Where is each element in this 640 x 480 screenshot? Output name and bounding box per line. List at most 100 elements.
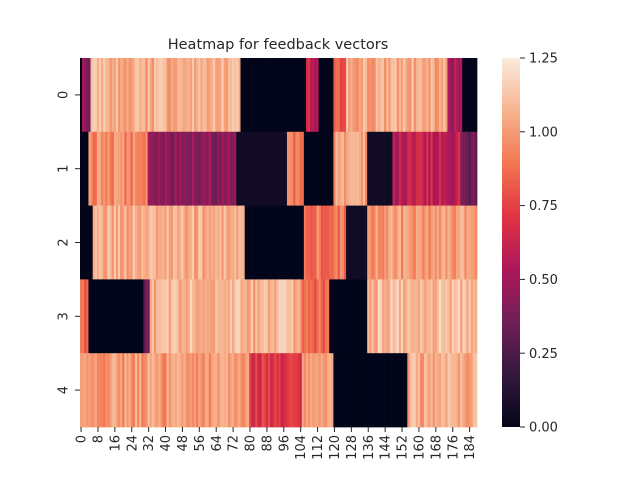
heatmap-cell <box>175 353 178 428</box>
heatmap-cell <box>196 58 199 133</box>
heatmap-cell <box>120 279 123 354</box>
heatmap-cell <box>153 279 157 354</box>
heatmap-cell <box>388 58 391 133</box>
heatmap-cell <box>405 58 408 133</box>
heatmap-cell <box>107 205 110 280</box>
heatmap-cell <box>441 205 444 280</box>
heatmap-cell <box>400 279 404 354</box>
heatmap-cell <box>168 131 172 206</box>
heatmap-cell <box>166 131 170 206</box>
heatmap-cell <box>310 58 313 133</box>
heatmap-cell <box>358 205 362 280</box>
heatmap-cell <box>432 131 436 206</box>
heatmap-cell <box>362 279 366 354</box>
heatmap-cell <box>128 58 132 133</box>
heatmap-cell <box>253 131 256 206</box>
heatmap-cell <box>198 58 201 133</box>
x-tick-label: 128 <box>345 435 360 460</box>
heatmap-cell <box>191 279 195 354</box>
heatmap-cell <box>147 353 151 428</box>
heatmap-cell <box>191 58 195 133</box>
heatmap-cell <box>84 131 87 206</box>
heatmap-cell <box>115 205 119 280</box>
x-tick-label: 8 <box>91 435 106 443</box>
heatmap-cell <box>394 353 398 428</box>
heatmap-cell <box>213 353 216 428</box>
heatmap-cell <box>238 131 241 206</box>
heatmap-cell <box>105 58 108 133</box>
heatmap-cell <box>426 58 429 133</box>
heatmap-cell <box>297 205 300 280</box>
heatmap-cell <box>272 279 275 354</box>
heatmap-cell <box>299 205 303 280</box>
heatmap-cell <box>312 131 315 206</box>
heatmap-cell <box>350 205 353 280</box>
heatmap-cell <box>373 279 376 354</box>
heatmap-cell <box>253 58 256 133</box>
heatmap-cell <box>348 131 351 206</box>
heatmap-cell <box>289 58 292 133</box>
heatmap-cell <box>457 131 461 206</box>
heatmap-cell <box>282 131 286 206</box>
heatmap-cell <box>386 205 389 280</box>
heatmap-cell <box>170 353 174 428</box>
heatmap-cell <box>221 58 224 133</box>
heatmap-cell <box>384 131 387 206</box>
heatmap-cell <box>145 131 148 206</box>
heatmap-cell <box>407 58 410 133</box>
heatmap-cell <box>126 279 129 354</box>
heatmap-cell <box>348 353 351 428</box>
heatmap-cell <box>297 131 300 206</box>
heatmap-cell <box>122 131 125 206</box>
heatmap-cell <box>375 279 379 354</box>
heatmap-cell <box>352 353 355 428</box>
heatmap-cell <box>384 205 387 280</box>
heatmap-cell <box>341 131 345 206</box>
heatmap-cell <box>293 58 296 133</box>
heatmap-cell <box>365 205 368 280</box>
heatmap-cell <box>128 205 132 280</box>
heatmap-cell <box>126 131 129 206</box>
heatmap-cell <box>141 353 144 428</box>
heatmap-cell <box>177 131 180 206</box>
heatmap-cell <box>105 131 108 206</box>
heatmap-cell <box>303 279 307 354</box>
heatmap-cell <box>115 131 119 206</box>
heatmap-cell <box>185 279 189 354</box>
heatmap-cell <box>156 353 159 428</box>
heatmap-cell <box>238 205 241 280</box>
heatmap-cell <box>189 131 193 206</box>
heatmap-cell <box>242 205 246 280</box>
heatmap-cell <box>470 58 474 133</box>
heatmap-cell <box>462 279 465 354</box>
heatmap-cell <box>335 131 338 206</box>
heatmap-cell <box>253 353 256 428</box>
heatmap-cell <box>132 131 136 206</box>
heatmap-cell <box>390 279 393 354</box>
x-tick-label: 80 <box>244 435 259 452</box>
heatmap-cell <box>327 205 330 280</box>
heatmap-cell <box>124 279 127 354</box>
heatmap-cell <box>109 205 113 280</box>
heatmap-cell <box>417 58 421 133</box>
heatmap-cell <box>295 205 298 280</box>
heatmap-cell <box>352 58 355 133</box>
heatmap-cell <box>118 279 121 354</box>
heatmap-cell <box>118 131 121 206</box>
x-tick-label: 160 <box>412 435 427 460</box>
heatmap-cell <box>438 279 442 354</box>
heatmap-cell <box>99 353 102 428</box>
heatmap-cell <box>449 205 453 280</box>
colorbar-tick-label: 0.50 <box>529 273 558 288</box>
heatmap-cell <box>162 353 165 428</box>
heatmap-cell <box>339 205 343 280</box>
heatmap-cell <box>337 353 341 428</box>
heatmap-cell <box>308 131 311 206</box>
heatmap-cell <box>232 205 235 280</box>
heatmap-cell <box>324 131 328 206</box>
heatmap-cell <box>447 58 450 133</box>
heatmap-cell <box>346 205 349 280</box>
heatmap-cell <box>291 58 294 133</box>
heatmap-cell <box>128 131 132 206</box>
